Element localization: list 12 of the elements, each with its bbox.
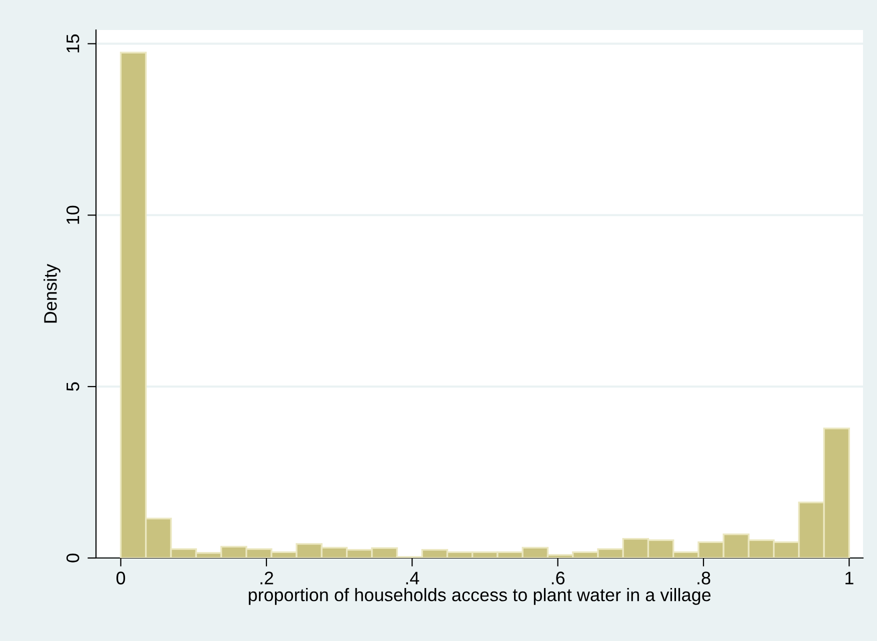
x-tick-label: 1 — [846, 572, 854, 584]
x-tick-label: .2 — [260, 572, 274, 584]
x-tick-label: .8 — [698, 572, 710, 584]
y-axis-title: Density — [44, 264, 60, 323]
y-tick-label: 10 — [66, 206, 80, 224]
x-tick-label: .6 — [552, 572, 565, 584]
y-tick-label: 5 — [66, 382, 80, 391]
x-axis-title: proportion of households access to plant water in a village — [248, 588, 711, 605]
x-tick-label: 0 — [116, 572, 126, 584]
x-tick-label: .4 — [406, 572, 420, 584]
y-tick-label: 0 — [66, 554, 80, 562]
y-tick-label: 15 — [66, 34, 80, 52]
